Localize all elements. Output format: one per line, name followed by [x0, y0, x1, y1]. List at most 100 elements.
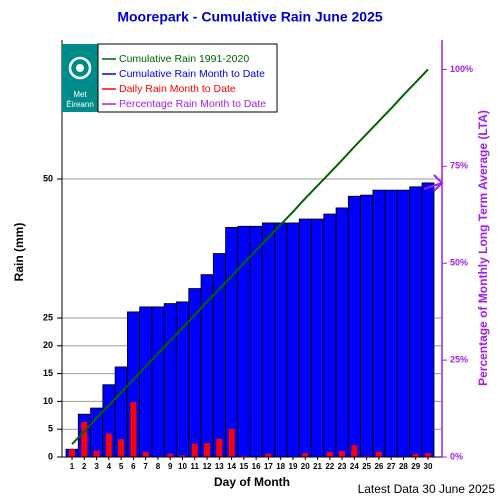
- bar: [105, 433, 112, 457]
- bar: [151, 306, 165, 458]
- logo-text: Met: [73, 90, 87, 99]
- x-tick-label: 15: [239, 462, 248, 471]
- x-tick-label: 4: [107, 462, 112, 471]
- x-tick-label: 30: [424, 462, 433, 471]
- bar: [93, 450, 100, 457]
- bar: [425, 453, 431, 457]
- bar: [351, 445, 358, 457]
- bar: [249, 225, 263, 458]
- bar: [274, 222, 288, 458]
- y2-tick-label: 50%: [450, 258, 468, 268]
- chart-title: Moorepark - Cumulative Rain June 2025: [117, 9, 383, 25]
- y-tick-label: 10: [43, 396, 53, 406]
- x-tick-label: 25: [362, 462, 371, 471]
- x-axis-label: Day of Month: [214, 475, 290, 489]
- x-tick-label: 28: [399, 462, 408, 471]
- x-tick-label: 27: [387, 462, 396, 471]
- x-tick-label: 16: [252, 462, 261, 471]
- bar: [142, 451, 149, 457]
- bar: [262, 222, 275, 458]
- y2-tick-label: 75%: [450, 161, 468, 171]
- x-tick-label: 20: [301, 462, 310, 471]
- bar: [130, 401, 137, 457]
- x-tick-label: 12: [203, 462, 212, 471]
- bar: [118, 439, 125, 457]
- x-tick-label: 22: [325, 462, 334, 471]
- bar: [339, 450, 346, 457]
- x-tick-label: 10: [178, 462, 187, 471]
- bar: [372, 189, 386, 458]
- bar: [326, 451, 333, 457]
- bar: [81, 421, 88, 457]
- y-tick-label: 20: [43, 340, 53, 350]
- bar: [139, 306, 153, 458]
- legend-box: [97, 43, 278, 113]
- x-tick-label: 11: [191, 462, 200, 471]
- bar: [397, 189, 410, 458]
- x-tick-label: 24: [350, 462, 359, 471]
- logo-swirl: [68, 56, 92, 80]
- y-tick-label: 25: [43, 312, 53, 322]
- bar: [90, 407, 103, 458]
- line-series: [71, 68, 429, 445]
- bar: [375, 451, 382, 457]
- legend-label: Cumulative Rain Month to Date: [119, 68, 265, 80]
- x-tick-label: 23: [338, 462, 347, 471]
- bar: [237, 225, 251, 458]
- bar: [240, 455, 247, 457]
- bar: [323, 213, 337, 458]
- x-tick-label: 6: [131, 462, 136, 471]
- y-tick-label: 15: [43, 368, 53, 378]
- bar: [412, 453, 419, 457]
- bar: [228, 428, 235, 457]
- y2-tick-label: 100%: [450, 64, 473, 74]
- bar: [286, 222, 300, 458]
- bar: [302, 453, 309, 457]
- bar: [69, 449, 75, 457]
- x-tick-label: 21: [313, 462, 322, 471]
- bar: [179, 455, 186, 457]
- x-tick-label: 19: [289, 462, 298, 471]
- x-tick-label: 9: [168, 462, 173, 471]
- x-tick-label: 3: [94, 462, 99, 471]
- legend-label: Cumulative Rain 1991-2020: [119, 53, 249, 65]
- bar: [204, 443, 211, 457]
- y2-tick-label: 25%: [450, 354, 468, 364]
- x-tick-label: 26: [374, 462, 383, 471]
- x-tick-label: 8: [156, 462, 161, 471]
- x-tick-label: 7: [143, 462, 148, 471]
- x-tick-label: 18: [276, 462, 285, 471]
- legend-label: Percentage Rain Month to Date: [119, 98, 266, 110]
- y2-tick-label: 0%: [450, 451, 463, 461]
- bar: [347, 195, 361, 458]
- bar: [298, 218, 312, 458]
- bar: [421, 182, 435, 458]
- bar: [409, 186, 423, 458]
- bar: [363, 455, 370, 457]
- y2-axis-label: Percentage of Monthly Long Term Average …: [476, 110, 490, 386]
- bar: [167, 453, 174, 457]
- bar: [360, 194, 374, 458]
- x-tick-label: 14: [227, 462, 236, 471]
- bar: [216, 438, 223, 457]
- x-tick-label: 2: [82, 462, 87, 471]
- bar: [384, 189, 398, 458]
- bar: [335, 207, 349, 458]
- logo-swirl-inner: [76, 64, 84, 72]
- y-tick-label: 50: [43, 173, 53, 183]
- y-tick-label: 5: [48, 424, 53, 434]
- x-tick-label: 5: [119, 462, 124, 471]
- legend-label: Daily Rain Month to Date: [119, 83, 236, 95]
- bar: [163, 303, 177, 458]
- x-tick-label: 17: [264, 462, 273, 471]
- footnote: Latest Data 30 June 2025: [358, 482, 496, 496]
- logo-text: Éireann: [66, 100, 94, 109]
- x-tick-label: 1: [70, 462, 75, 471]
- bar: [225, 226, 238, 458]
- x-tick-label: 13: [215, 462, 224, 471]
- bar: [191, 443, 198, 457]
- y-axis-label: Rain (mm): [12, 223, 26, 282]
- y-tick-label: 0: [48, 451, 53, 461]
- bar: [176, 301, 189, 458]
